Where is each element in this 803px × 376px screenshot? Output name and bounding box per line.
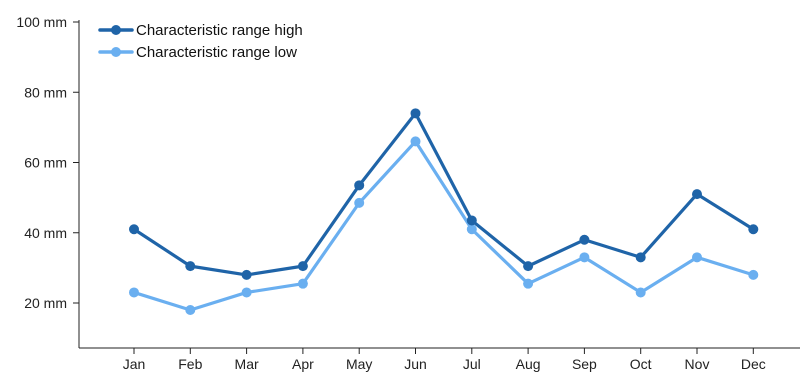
data-point <box>523 278 534 289</box>
x-tick-label: Aug <box>516 356 541 372</box>
legend-item: Characteristic range high <box>98 22 303 39</box>
x-tick-label: Mar <box>235 356 259 372</box>
data-point <box>466 215 477 226</box>
x-tick-label: Oct <box>630 356 652 372</box>
x-tick-label: Jul <box>463 356 481 372</box>
data-point <box>748 269 759 280</box>
legend-label: Characteristic range high <box>136 22 303 39</box>
legend-label: Characteristic range low <box>136 44 297 61</box>
data-point <box>579 252 590 263</box>
y-tick-label: 20 mm <box>24 295 67 311</box>
data-point <box>297 278 308 289</box>
x-tick-label: Nov <box>685 356 710 372</box>
x-ticks: Jan Feb Mar Apr May Jun Jul Aug Sep Oct Nov Dec <box>123 348 766 372</box>
data-point <box>185 261 196 272</box>
series-line <box>132 139 755 312</box>
series-group <box>129 108 759 316</box>
data-point <box>692 189 702 200</box>
data-point <box>354 180 365 191</box>
x-tick-label: Jun <box>404 356 427 372</box>
y-tick-label: 80 mm <box>24 84 67 100</box>
x-tick-label: May <box>346 356 372 372</box>
legend: Characteristic range high Characteristic … <box>98 22 303 61</box>
data-point <box>354 197 365 208</box>
data-point <box>635 252 646 263</box>
y-tick-label: 40 mm <box>24 225 67 241</box>
series-line <box>132 111 755 277</box>
data-point <box>748 224 759 235</box>
series-high <box>129 108 759 280</box>
legend-swatch-marker <box>111 25 121 35</box>
data-point <box>241 287 252 298</box>
series-low <box>129 136 759 316</box>
data-point <box>185 305 196 316</box>
data-point <box>129 224 139 235</box>
y-tick-label: 60 mm <box>24 155 67 171</box>
x-tick-label: Jan <box>123 356 146 372</box>
data-point <box>579 234 590 245</box>
x-tick-label: Dec <box>741 356 766 372</box>
x-tick-label: Apr <box>292 356 314 372</box>
x-tick-label: Sep <box>572 356 597 372</box>
data-point <box>297 261 308 272</box>
data-point <box>241 269 252 280</box>
data-point <box>523 261 534 272</box>
data-point <box>692 252 702 263</box>
legend-swatch-marker <box>111 47 121 57</box>
data-point <box>635 287 646 298</box>
data-point <box>129 287 139 298</box>
legend-item: Characteristic range low <box>98 44 297 61</box>
y-ticks: 20 mm 40 mm 60 mm 80 mm 100 mm <box>16 14 79 311</box>
x-tick-label: Feb <box>178 356 202 372</box>
data-point <box>466 224 477 235</box>
y-tick-label: 100 mm <box>16 14 67 30</box>
data-point <box>410 136 421 147</box>
axes <box>78 20 800 349</box>
data-point <box>410 108 421 119</box>
